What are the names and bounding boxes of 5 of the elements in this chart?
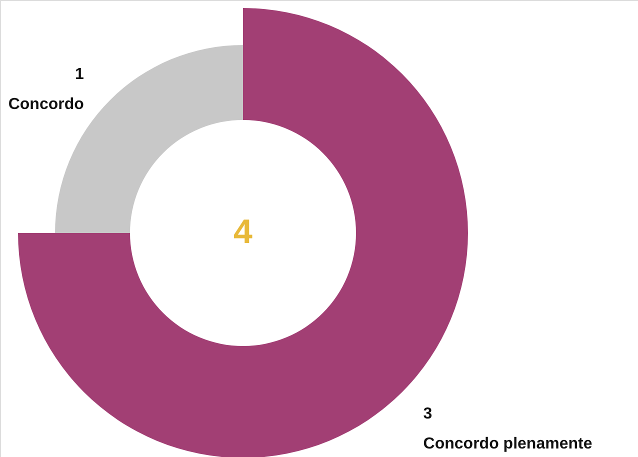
- data-label: 3: [423, 405, 432, 422]
- slice-label: Concordo: [8, 96, 84, 113]
- data-label: 1: [74, 66, 84, 83]
- text: 4: [234, 213, 253, 251]
- slice-label: Concordo plenamente: [423, 435, 592, 452]
